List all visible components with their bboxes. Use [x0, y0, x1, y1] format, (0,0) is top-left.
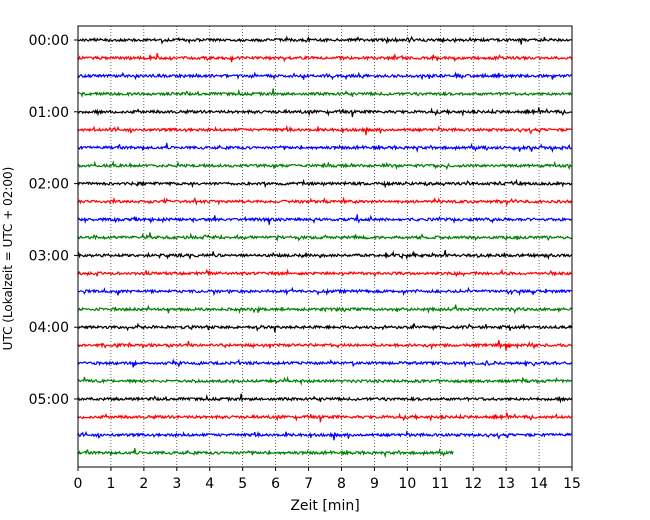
y-axis-label: UTC (Lokalzeit = UTC + 02:00) [1, 167, 15, 351]
x-tick-label: 11 [431, 476, 449, 492]
trace-0330 [77, 286, 572, 297]
y-tick-label: 03:00 [29, 248, 69, 264]
trace-0100 [77, 107, 572, 118]
trace-0515 [77, 412, 572, 423]
trace-0500 [77, 393, 573, 404]
trace-0345 [77, 304, 573, 315]
trace-0130 [77, 142, 573, 153]
y-tick-label: 01:00 [29, 105, 69, 121]
y-tick-label: 02:00 [29, 177, 69, 193]
trace-0145 [77, 160, 572, 171]
x-tick-label: 9 [370, 476, 379, 492]
x-tick-label: 8 [337, 476, 346, 492]
x-tick-label: 3 [172, 476, 181, 492]
trace-0200 [77, 178, 573, 189]
x-tick-label: 10 [398, 476, 416, 492]
trace-0045 [77, 88, 572, 98]
trace-0215 [77, 196, 573, 207]
x-tick-label: 5 [238, 476, 247, 492]
x-axis-ticks: 0 1 2 3 4 5 6 7 8 9 10 11 12 13 14 15 [74, 467, 581, 492]
trace-0415 [77, 339, 573, 351]
x-tick-label: 6 [271, 476, 280, 492]
plot-frame [77, 25, 573, 468]
x-tick-label: 13 [497, 476, 515, 492]
x-axis-label: Zeit [min] [290, 498, 359, 514]
x-tick-label: 7 [304, 476, 313, 492]
y-tick-label: 00:00 [29, 33, 69, 49]
trace-0015 [77, 52, 573, 63]
x-tick-label: 15 [563, 476, 581, 492]
trace-0530 [77, 430, 572, 441]
y-tick-label: 05:00 [29, 392, 69, 408]
x-tick-label: 12 [464, 476, 482, 492]
y-tick-label: 04:00 [29, 320, 69, 336]
x-tick-label: 0 [74, 476, 83, 492]
seismic-traces [77, 35, 573, 459]
x-tick-label: 14 [530, 476, 548, 492]
trace-0300 [77, 249, 573, 261]
y-axis-ticks: 00:00 01:00 02:00 03:00 04:00 05:00 [29, 33, 78, 408]
trace-0000 [77, 35, 572, 45]
trace-0430 [77, 358, 573, 368]
trace-0230 [77, 214, 573, 225]
trace-0445 [77, 375, 572, 386]
trace-0115 [77, 124, 572, 136]
x-tick-label: 2 [139, 476, 148, 492]
trace-0315 [77, 268, 572, 278]
trace-0545 [77, 447, 454, 459]
trace-0030 [77, 71, 572, 81]
x-tick-label: 4 [205, 476, 214, 492]
trace-0245 [77, 232, 573, 242]
trace-0400 [77, 322, 573, 333]
x-tick-label: 1 [106, 476, 115, 492]
